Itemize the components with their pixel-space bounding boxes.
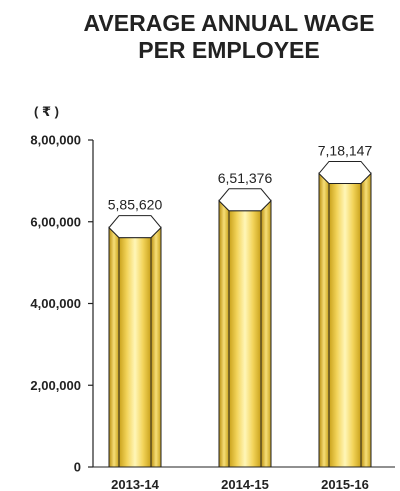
y-tick-label: 8,00,000: [30, 133, 81, 148]
y-tick-label: 6,00,000: [30, 214, 81, 229]
bar-front-face: [118, 237, 152, 468]
bar: [108, 215, 162, 468]
bar-right-face: [150, 226, 162, 468]
bar: [218, 188, 272, 468]
y-axis-unit-label: ( ₹ ): [34, 104, 59, 119]
y-tick-label: 0: [74, 460, 81, 475]
bar-front-face: [328, 182, 362, 468]
bar-left-face: [108, 226, 120, 468]
bar-right-face: [360, 172, 372, 468]
x-category-label: 2014-15: [221, 477, 269, 491]
bar-top-cap: [318, 160, 372, 184]
bar-front-face: [228, 210, 262, 468]
bar-top-cap: [108, 215, 162, 239]
bar-left-face: [318, 172, 330, 468]
bar-top-cap: [218, 188, 272, 212]
bar-right-face: [260, 199, 272, 468]
bar: [318, 160, 372, 468]
y-tick-label: 2,00,000: [30, 378, 81, 393]
bar-left-face: [218, 199, 230, 468]
chart-title-line-1: AVERAGE ANNUAL WAGE: [83, 10, 375, 36]
bar-value-label: 7,18,147: [318, 142, 373, 158]
chart-title-line-2: PER EMPLOYEE: [138, 37, 320, 63]
bar-value-label: 5,85,620: [108, 197, 163, 213]
y-tick-label: 4,00,000: [30, 296, 81, 311]
bar-value-label: 6,51,376: [218, 170, 273, 186]
x-category-label: 2013-14: [111, 477, 159, 491]
x-category-label: 2015-16: [321, 477, 369, 491]
